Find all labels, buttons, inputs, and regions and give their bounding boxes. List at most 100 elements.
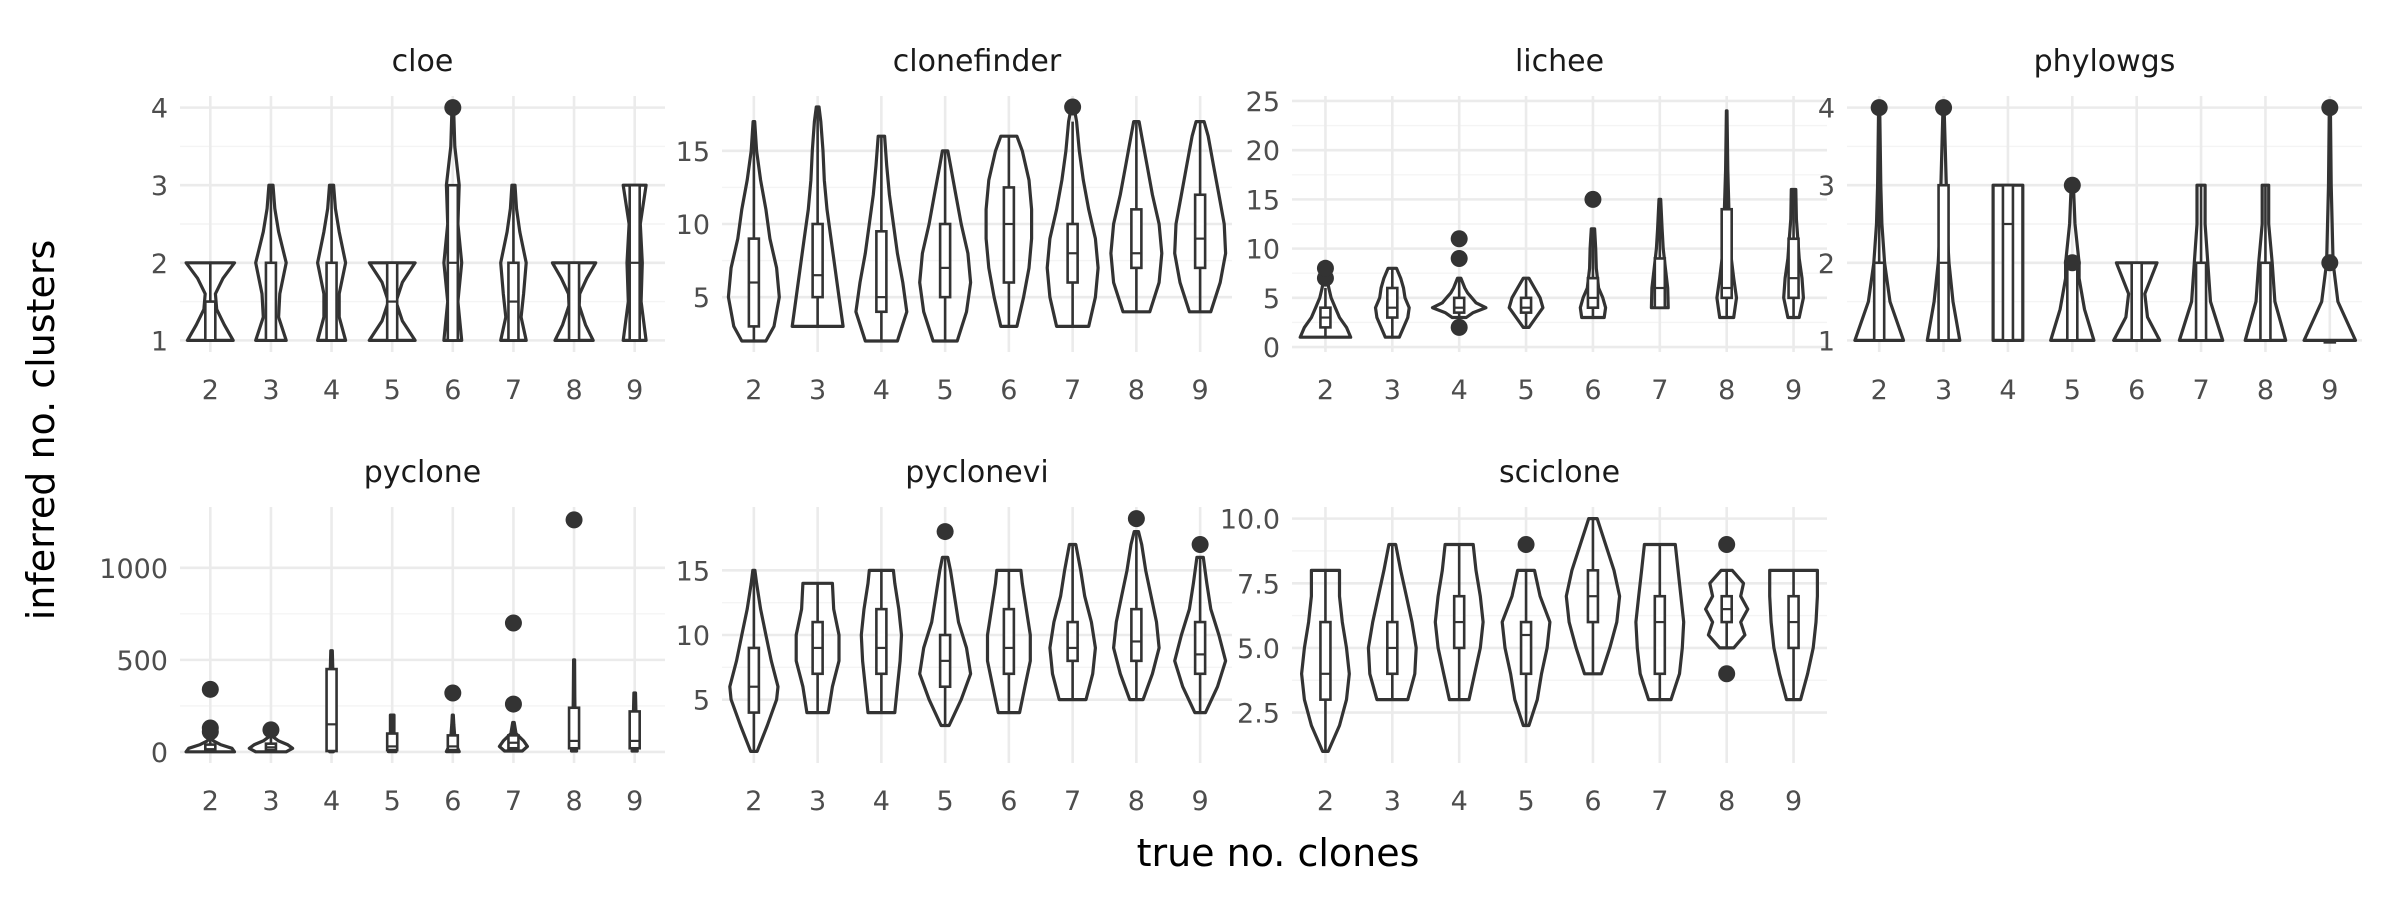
outlier-point: [2321, 254, 2339, 272]
violin-group-2: [184, 261, 237, 342]
violin: [794, 581, 841, 715]
x-tick-label: 6: [444, 375, 461, 406]
violin-group-5: [367, 261, 417, 342]
outlier-point: [1870, 99, 1888, 117]
outlier-point: [2321, 99, 2339, 117]
box-iqr: [1386, 286, 1399, 319]
violin-group-6: [984, 134, 1034, 328]
box-iqr: [1720, 207, 1733, 300]
violin-group-9: [1782, 187, 1805, 320]
outlier-point: [444, 684, 462, 702]
x-tick-label: 7: [1651, 786, 1668, 817]
violin-group-8: [550, 261, 598, 342]
violin: [1430, 276, 1488, 320]
violin-group-3: [794, 581, 841, 715]
x-tick-label: 3: [1935, 375, 1952, 406]
x-tick-label: 3: [809, 786, 826, 817]
x-tick-label: 9: [626, 786, 643, 817]
x-tick-label: 9: [1785, 786, 1802, 817]
box-iqr: [2001, 183, 2015, 342]
violin-group-9: [1768, 568, 1819, 702]
outlier-point: [1935, 99, 1953, 117]
x-tick-label: 7: [1651, 375, 1668, 406]
panel-title: pyclonevi: [905, 455, 1049, 490]
panel-title: phylowgs: [2034, 44, 2176, 79]
y-tick-label: 25: [1246, 87, 1280, 118]
violin: [854, 134, 909, 343]
panel-lichee: 0 5 10 15 20 25 2 3 4 5 6 7 8 9 lichee: [1246, 44, 1827, 406]
violin: [184, 261, 237, 342]
box-iqr: [325, 667, 338, 753]
violin-group-7: [497, 614, 529, 753]
panel-title: clonefinder: [893, 44, 1062, 79]
panel-title: cloe: [392, 44, 454, 79]
y-axis-title: inferred no. clusters: [19, 240, 63, 621]
y-tick-label: 0: [1263, 333, 1280, 364]
violin-group-2: [184, 680, 237, 754]
y-tick-label: 1000: [99, 554, 168, 585]
violin-group-3: [1373, 266, 1411, 339]
violin-group-9: [628, 691, 641, 753]
box-iqr: [2130, 261, 2143, 342]
panel-title: pyclone: [364, 455, 481, 490]
box-iqr: [567, 706, 581, 750]
violin-group-8: [1112, 510, 1161, 702]
outlier-point: [1718, 535, 1736, 553]
y-tick-label: 2: [151, 249, 168, 280]
box-iqr: [1452, 296, 1466, 314]
violin-group-8: [1704, 535, 1750, 683]
x-tick-label: 6: [444, 786, 461, 817]
box-iqr: [1653, 594, 1667, 676]
violin-group-2: [1300, 568, 1351, 753]
violin-group-3: [254, 183, 288, 342]
box-iqr: [938, 222, 952, 299]
x-tick-label: 5: [937, 375, 954, 406]
violin: [621, 183, 648, 342]
outlier-point: [1191, 535, 1209, 553]
box-iqr: [2259, 261, 2272, 342]
outlier-point: [2063, 176, 2081, 194]
x-tick-label: 5: [384, 786, 401, 817]
x-tick-label: 2: [1871, 375, 1888, 406]
box-iqr: [325, 261, 338, 342]
box-iqr: [628, 710, 641, 750]
x-tick-label: 4: [1451, 375, 1468, 406]
violin-group-5: [918, 149, 973, 343]
box-iqr: [2194, 261, 2208, 342]
violin: [1112, 530, 1161, 702]
violin-group-6: [444, 684, 462, 754]
box-iqr: [2066, 261, 2079, 342]
x-tick-label: 2: [745, 786, 762, 817]
y-tick-label: 10: [676, 210, 710, 241]
violin: [1991, 183, 2025, 342]
y-tick-label: 0: [151, 738, 168, 769]
violin-group-4: [316, 183, 348, 342]
box-iqr: [875, 230, 888, 314]
x-tick-label: 4: [873, 375, 890, 406]
box-iqr: [1872, 261, 1886, 342]
violin-group-9: [2302, 99, 2358, 344]
outlier-point: [565, 511, 583, 529]
x-tick-label: 2: [202, 786, 219, 817]
outlier-point: [1316, 259, 1334, 277]
x-tick-label: 3: [1384, 375, 1401, 406]
box-iqr: [385, 732, 399, 752]
violin-group-5: [2049, 176, 2096, 342]
x-axis-title: true no. clones: [1137, 831, 1420, 875]
violin-group-4: [1991, 183, 2025, 342]
panel-phylowgs: 1 2 3 4 2 3 4 5 6 7 8 9 phylowgs: [1818, 44, 2362, 406]
x-tick-label: 6: [2128, 375, 2145, 406]
violin: [985, 568, 1032, 715]
violin-group-4: [1433, 542, 1485, 702]
y-tick-label: 3: [151, 171, 168, 202]
x-tick-label: 4: [1451, 786, 1468, 817]
x-tick-label: 8: [565, 786, 582, 817]
violin-group-7: [1649, 197, 1670, 310]
violin: [1373, 266, 1411, 339]
violin: [1782, 187, 1805, 320]
violin-group-3: [1366, 542, 1418, 702]
violin-group-2: [1298, 259, 1353, 339]
y-tick-label: 4: [1818, 94, 1835, 125]
panel-title: sciclone: [1499, 455, 1620, 490]
violin-group-7: [2177, 183, 2225, 342]
